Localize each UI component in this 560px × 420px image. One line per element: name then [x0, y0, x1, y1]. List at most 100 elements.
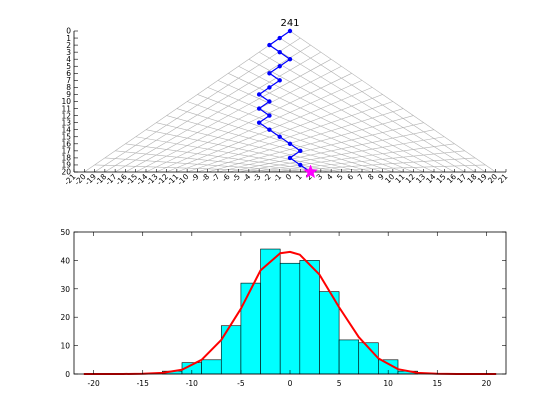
x-tick-label: 0	[284, 172, 294, 182]
walk-path-point	[287, 141, 293, 146]
y-tick-label: 6	[66, 69, 71, 78]
x-tick-label: 1	[294, 172, 304, 182]
walk-path-point	[277, 78, 282, 83]
histogram-bar	[201, 359, 222, 375]
walk-path-point	[267, 85, 272, 90]
histogram-bar	[220, 325, 242, 375]
y-tick-label: 20	[60, 313, 70, 322]
grid-line	[145, 129, 352, 173]
walk-path-point	[267, 42, 272, 48]
lattice-grid	[84, 30, 496, 173]
walk-path-point	[298, 162, 303, 168]
grid-line	[207, 115, 414, 173]
walk-path-point	[256, 120, 262, 125]
x-tick-label: -10	[186, 379, 198, 388]
x-tick-label: -3	[251, 172, 263, 184]
histogram-bar	[279, 262, 301, 375]
walk-path-point	[287, 155, 293, 161]
histogram-bar	[338, 339, 360, 375]
walk-path-point	[287, 57, 293, 62]
x-tick-label: -9	[189, 172, 201, 184]
walk-path-point	[267, 113, 272, 118]
x-tick-label: -5	[237, 379, 245, 388]
walk-path-point	[298, 148, 303, 154]
y-tick-label: 0	[65, 370, 70, 379]
grid-line	[187, 101, 393, 173]
x-tick-label: -4	[241, 172, 253, 184]
grid-line	[228, 129, 435, 173]
x-tick-label: -8	[199, 172, 211, 184]
x-tick-label: -15	[137, 379, 149, 388]
final-position-star	[303, 164, 318, 179]
y-tick-label: 15	[61, 132, 71, 141]
normal-fit-curve	[83, 250, 497, 375]
x-tick-label: -7	[210, 172, 222, 184]
x-tick-label: 8	[366, 172, 376, 182]
grid-line	[217, 122, 424, 173]
x-tick-label: -10	[176, 172, 191, 187]
y-tick-label: 18	[61, 154, 71, 163]
x-tick-label: 6	[345, 172, 355, 182]
walk-path-point	[277, 64, 282, 69]
x-tick-label: -2	[261, 172, 273, 184]
grid-line	[115, 150, 321, 173]
y-tick-label: 1	[66, 34, 71, 43]
y-tick-label: 16	[61, 140, 71, 149]
grid-line	[94, 164, 301, 173]
y-tick-label: 7	[66, 76, 71, 85]
walk-path-point	[287, 28, 293, 34]
walk-path-point	[267, 99, 272, 104]
y-tick-label: 4	[66, 55, 71, 64]
y-tick-label: 11	[61, 104, 71, 113]
histogram-bar	[240, 282, 261, 375]
y-tick-label: 20	[61, 168, 71, 177]
y-tick-label: 17	[61, 147, 71, 156]
x-tick-label: 0	[288, 379, 293, 388]
y-tick-label: 12	[61, 111, 71, 120]
x-tick-label: 7	[356, 172, 366, 182]
grid-line	[166, 115, 373, 173]
x-tick-label: 9	[376, 172, 386, 182]
histogram-axes: 0 10 20 30 40 50 -20 -15 -10 -5 0 5 10 15 20	[60, 228, 507, 388]
x-tick-label: 20	[482, 379, 492, 388]
x-tick-label: 15	[432, 379, 442, 388]
walk-path-point	[277, 35, 282, 41]
y-tick-label: 14	[61, 125, 71, 134]
x-tick-label: 21	[496, 172, 509, 185]
y-tick-label: 30	[60, 285, 70, 294]
y-tick-label: 0	[66, 27, 71, 36]
x-tick-label: -20	[88, 379, 100, 388]
x-tick-label: -5	[230, 172, 242, 184]
walk-path-point	[277, 134, 282, 139]
galton-board-axes: 01234567891011121314151617181920-21-20-1…	[61, 18, 509, 187]
x-tick-label: 5	[335, 172, 345, 182]
y-tick-label: 19	[61, 161, 71, 170]
y-tick-label: 9	[66, 90, 71, 99]
grid-line	[135, 136, 342, 173]
grid-line	[197, 108, 404, 173]
y-tick-label: 50	[60, 228, 70, 237]
x-tick-label: -1	[271, 172, 283, 184]
walk-path-point	[267, 71, 272, 76]
y-tick-label: 10	[61, 97, 71, 106]
y-tick-label: 40	[60, 256, 70, 265]
y-tick-label: 5	[66, 62, 71, 71]
x-tick-label: -6	[220, 172, 232, 184]
grid-line	[156, 122, 363, 173]
chart-title: 241	[280, 18, 299, 29]
x-tick-label: 5	[337, 379, 342, 388]
grid-line	[104, 157, 311, 173]
walk-path-point	[256, 92, 262, 97]
histogram-bar	[299, 260, 320, 375]
x-tick-label: 10	[383, 379, 393, 388]
x-tick-label: 2	[304, 172, 314, 182]
x-tick-label: 3	[315, 172, 325, 182]
y-tick-label: 2	[66, 41, 71, 50]
walk-path-point	[256, 106, 262, 111]
x-tick-label: 4	[325, 172, 335, 182]
walk-path-point	[277, 49, 282, 55]
y-tick-label: 3	[66, 48, 71, 57]
grid-line	[125, 143, 332, 173]
grid-line	[238, 136, 445, 173]
